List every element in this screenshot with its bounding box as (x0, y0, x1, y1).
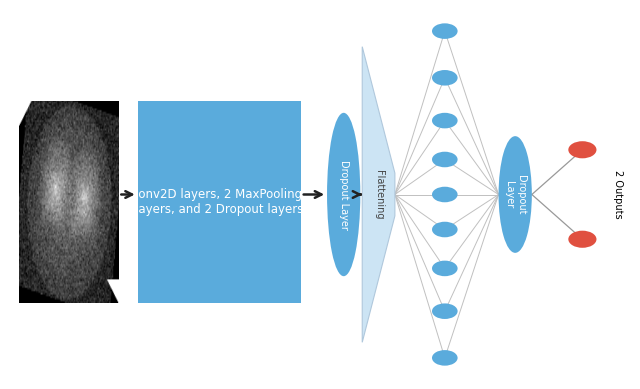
Bar (138, 101, 301, 303)
Circle shape (432, 261, 458, 276)
Circle shape (568, 141, 596, 158)
Circle shape (432, 303, 458, 319)
Circle shape (432, 222, 458, 237)
Polygon shape (362, 47, 395, 342)
Circle shape (432, 152, 458, 167)
Circle shape (432, 350, 458, 366)
Circle shape (432, 23, 458, 39)
Circle shape (432, 113, 458, 128)
Text: Flattening: Flattening (374, 170, 383, 219)
Text: 2 Outputs: 2 Outputs (612, 170, 623, 219)
Circle shape (432, 187, 458, 202)
Text: 3 Conv2D layers, 2 MaxPooling2D
layers, and 2 Dropout layers: 3 Conv2D layers, 2 MaxPooling2D layers, … (119, 188, 319, 216)
Circle shape (432, 70, 458, 86)
Ellipse shape (499, 136, 532, 253)
Text: Dropout
Layer: Dropout Layer (504, 175, 526, 214)
Text: Dropout Layer: Dropout Layer (339, 159, 349, 230)
Ellipse shape (327, 113, 360, 276)
Circle shape (568, 231, 596, 248)
